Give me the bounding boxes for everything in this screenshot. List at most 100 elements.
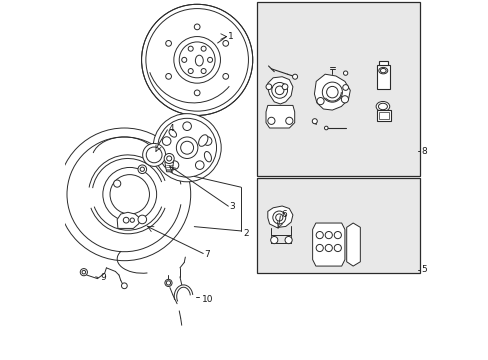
Bar <box>376 65 389 89</box>
Circle shape <box>292 74 297 79</box>
Circle shape <box>194 24 200 30</box>
Circle shape <box>285 117 292 125</box>
Circle shape <box>316 98 324 105</box>
Circle shape <box>188 46 193 51</box>
Polygon shape <box>267 77 292 104</box>
Bar <box>257 3 419 176</box>
Circle shape <box>183 122 191 131</box>
Text: 1: 1 <box>228 32 234 41</box>
Ellipse shape <box>378 67 387 74</box>
Circle shape <box>333 244 341 252</box>
Circle shape <box>282 84 287 90</box>
Ellipse shape <box>198 135 207 146</box>
Circle shape <box>113 180 121 187</box>
Polygon shape <box>312 223 344 266</box>
Polygon shape <box>117 212 140 228</box>
Circle shape <box>123 217 129 223</box>
Text: 5: 5 <box>420 265 426 274</box>
Circle shape <box>326 86 337 98</box>
Circle shape <box>174 37 220 83</box>
Bar <box>376 110 390 121</box>
Circle shape <box>102 167 156 221</box>
Circle shape <box>138 165 146 174</box>
Circle shape <box>170 161 179 170</box>
Bar <box>257 178 419 273</box>
Circle shape <box>203 137 211 145</box>
Text: 8: 8 <box>420 147 426 156</box>
Circle shape <box>162 137 171 145</box>
Circle shape <box>325 231 332 239</box>
Circle shape <box>140 167 144 171</box>
Circle shape <box>223 41 228 46</box>
Circle shape <box>316 231 323 239</box>
Circle shape <box>158 118 216 177</box>
Circle shape <box>82 270 85 274</box>
Text: 4: 4 <box>168 124 174 133</box>
Circle shape <box>153 114 221 182</box>
Ellipse shape <box>375 102 389 112</box>
Circle shape <box>176 137 198 158</box>
Ellipse shape <box>380 68 386 73</box>
Text: 3: 3 <box>229 202 235 211</box>
Polygon shape <box>164 162 173 172</box>
Circle shape <box>275 86 284 95</box>
Circle shape <box>180 141 193 154</box>
Circle shape <box>130 218 134 222</box>
Circle shape <box>145 9 248 111</box>
Circle shape <box>142 143 165 166</box>
Circle shape <box>182 57 186 62</box>
Circle shape <box>194 90 200 96</box>
Polygon shape <box>314 74 349 110</box>
Text: 2: 2 <box>243 229 248 238</box>
Circle shape <box>146 147 162 163</box>
Ellipse shape <box>169 130 176 137</box>
Circle shape <box>267 117 274 125</box>
Circle shape <box>164 279 172 287</box>
Text: 10: 10 <box>201 294 213 303</box>
Circle shape <box>324 126 327 130</box>
Circle shape <box>312 119 317 124</box>
Circle shape <box>142 4 252 116</box>
Circle shape <box>275 214 282 221</box>
Text: 9: 9 <box>100 273 106 282</box>
Circle shape <box>325 244 332 252</box>
Circle shape <box>188 68 193 73</box>
Circle shape <box>110 175 149 214</box>
Circle shape <box>272 211 285 224</box>
Circle shape <box>166 156 171 161</box>
Circle shape <box>271 82 287 98</box>
Circle shape <box>179 42 215 78</box>
Circle shape <box>342 85 348 90</box>
Circle shape <box>195 161 203 170</box>
Text: 7: 7 <box>204 250 210 259</box>
Circle shape <box>201 46 206 51</box>
Circle shape <box>58 128 190 261</box>
Bar <box>378 61 387 65</box>
Text: 6: 6 <box>281 210 286 219</box>
Bar <box>378 112 388 120</box>
Ellipse shape <box>204 152 211 162</box>
Circle shape <box>316 244 323 252</box>
Circle shape <box>165 41 171 46</box>
Circle shape <box>80 269 87 276</box>
Circle shape <box>165 73 171 79</box>
Circle shape <box>138 215 146 224</box>
Ellipse shape <box>195 55 203 66</box>
Ellipse shape <box>378 103 386 110</box>
Circle shape <box>333 231 341 239</box>
Circle shape <box>207 57 212 62</box>
Circle shape <box>223 73 228 79</box>
Circle shape <box>270 237 277 244</box>
Polygon shape <box>346 223 360 266</box>
Circle shape <box>285 237 292 244</box>
Circle shape <box>201 68 206 73</box>
Circle shape <box>166 281 170 285</box>
Polygon shape <box>267 206 292 228</box>
Circle shape <box>265 84 271 90</box>
Circle shape <box>164 153 174 163</box>
Circle shape <box>341 96 348 103</box>
Circle shape <box>121 283 127 289</box>
Polygon shape <box>265 105 294 128</box>
Circle shape <box>322 82 342 102</box>
Circle shape <box>343 71 347 75</box>
